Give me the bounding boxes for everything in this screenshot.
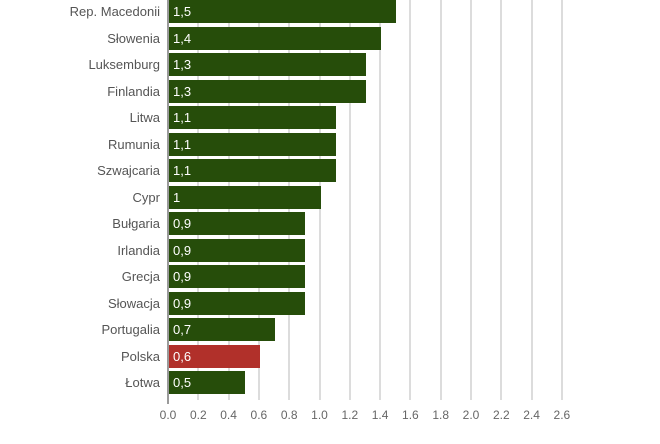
bar: 0,9 (169, 212, 306, 235)
category-label: Łotwa (125, 375, 160, 390)
x-tick-label: 1.4 (371, 408, 389, 422)
category-label: Portugalia (101, 322, 160, 337)
gridline (439, 0, 442, 400)
x-tick-label: 1.0 (311, 408, 328, 422)
category-label: Rumunia (107, 136, 160, 152)
bar: 1,4 (169, 26, 382, 50)
x-tick-label: 2.2 (492, 408, 510, 422)
bar: 0,9 (169, 291, 306, 315)
bar: 1 (169, 185, 321, 209)
category-label: Bułgaria (112, 216, 160, 231)
bar: 0,9 (169, 238, 306, 262)
x-tick-label: 1.6 (402, 408, 419, 422)
bar: 0,9 (169, 265, 306, 288)
x-tick-label: 0.6 (250, 408, 268, 422)
gridline (379, 0, 382, 400)
x-tick-label: 0.2 (189, 408, 207, 422)
category-label: Szwajcaria (97, 163, 160, 178)
gridline (409, 0, 412, 400)
category-label: Finlandia (107, 83, 160, 99)
category-label: Grecja (121, 269, 160, 284)
category-label: Słowacja (107, 295, 160, 311)
x-tick-label: 0.8 (280, 408, 298, 422)
gridline (530, 0, 533, 400)
x-tick-label: 1.2 (341, 408, 359, 422)
bar: 1,1 (169, 159, 336, 182)
gridline (348, 0, 351, 400)
gridline (500, 0, 503, 400)
gridline (470, 0, 472, 400)
y-axis-line (167, 0, 169, 404)
x-tick-label: 0.0 (159, 408, 177, 422)
category-label: Polska (120, 348, 160, 364)
gridline (560, 0, 563, 400)
bar: 1,3 (169, 79, 366, 103)
bar: 1,3 (169, 53, 366, 76)
x-tick-label: 0.4 (220, 408, 237, 422)
bar: 1,5 (169, 0, 397, 23)
bar: 0,5 (169, 371, 245, 394)
category-label: Słowenia (107, 30, 160, 46)
bar: 0,7 (169, 318, 276, 341)
bar: 1,1 (169, 106, 336, 129)
bar-highlight: 0,6 (169, 344, 260, 368)
category-label: Irlandia (117, 242, 160, 258)
x-tick-label: 2.6 (553, 408, 571, 422)
x-tick-label: 2.0 (462, 408, 480, 422)
x-tick-label: 1.8 (432, 408, 450, 422)
category-label: Cypr (132, 189, 160, 205)
category-label: Litwa (129, 110, 160, 125)
category-label: Luksemburg (88, 57, 160, 72)
category-label: Rep. Macedonii (69, 4, 160, 19)
x-tick-label: 2.4 (523, 408, 540, 422)
bar: 1,1 (169, 132, 336, 156)
